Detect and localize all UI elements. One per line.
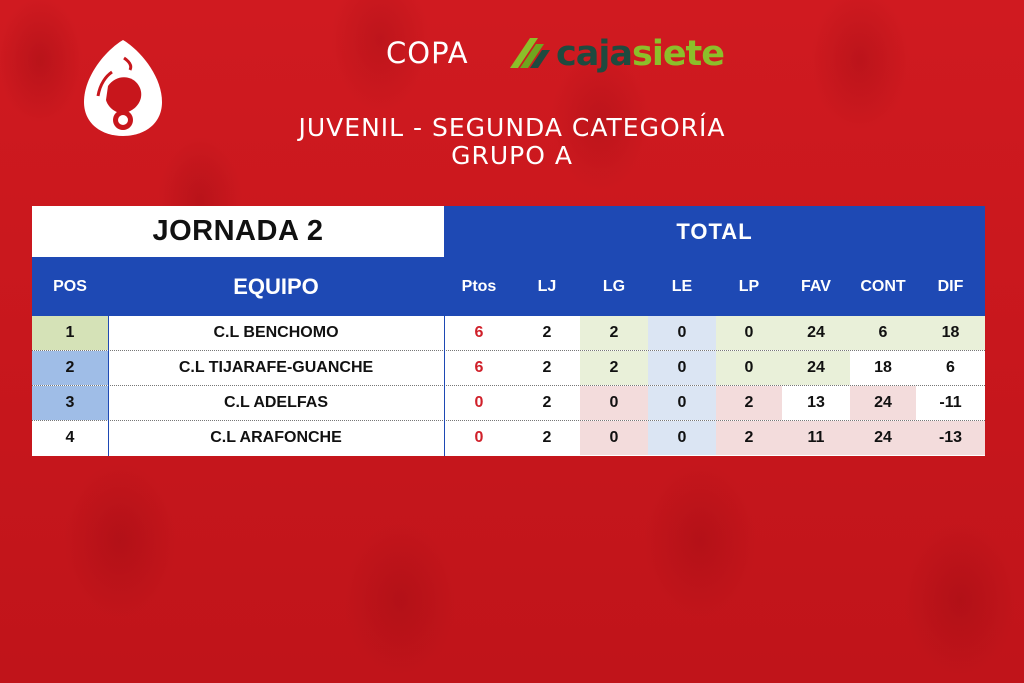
cell-le: 0	[648, 316, 716, 350]
cell-cont: 24	[850, 421, 916, 455]
cell-team: C.L ADELFAS	[108, 386, 444, 420]
cell-ptos: 6	[474, 324, 484, 341]
cell-team: C.L TIJARAFE-GUANCHE	[108, 351, 444, 385]
cell-lp: 0	[716, 351, 782, 385]
standings-table: JORNADA 2 TOTAL POS EQUIPO Ptos LJ LG LE…	[32, 206, 985, 456]
cell-lj: 2	[542, 394, 552, 411]
cell-cont: 6	[850, 316, 916, 350]
col-header-le: LE	[671, 277, 693, 295]
cell-lp: 2	[716, 386, 782, 420]
cell-ptos: 6	[474, 359, 484, 376]
table-row: 2 C.L TIJARAFE-GUANCHE 6 2 2 0 0 24 18 6	[32, 351, 985, 386]
cell-lj: 2	[542, 429, 552, 446]
cell-dif: 6	[916, 351, 985, 385]
sponsor-logo: cajasiete	[508, 32, 725, 76]
col-header-lj: LJ	[537, 277, 557, 295]
col-header-ptos: Ptos	[461, 277, 497, 295]
col-header-dif: DIF	[937, 277, 964, 295]
column-divider	[444, 316, 445, 456]
cell-le: 0	[648, 351, 716, 385]
col-header-cont: CONT	[860, 277, 906, 295]
cell-team: C.L ARAFONCHE	[108, 421, 444, 455]
table-row: 1 C.L BENCHOMO 6 2 2 0 0 24 6 18	[32, 316, 985, 351]
col-header-fav: FAV	[801, 277, 831, 295]
copa-label: COPA	[386, 36, 469, 70]
cell-ptos: 0	[474, 429, 484, 446]
cell-lg: 0	[580, 421, 648, 455]
cell-fav: 13	[782, 386, 850, 420]
category-title: JUVENIL - SEGUNDA CATEGORÍA	[298, 113, 726, 142]
cell-pos: 4	[32, 421, 108, 455]
col-header-equipo: EQUIPO	[233, 273, 319, 299]
col-header-lg: LG	[602, 277, 626, 295]
sponsor-name-part1: caja	[556, 34, 633, 74]
column-divider	[108, 316, 109, 456]
jornada-label: JORNADA 2	[32, 206, 444, 257]
table-row: 3 C.L ADELFAS 0 2 0 0 2 13 24 -11	[32, 386, 985, 421]
cell-pos: 3	[32, 386, 108, 420]
cell-team: C.L BENCHOMO	[108, 316, 444, 350]
cell-lg: 0	[580, 386, 648, 420]
cell-fav: 24	[782, 351, 850, 385]
cell-le: 0	[648, 386, 716, 420]
col-header-pos: POS	[53, 277, 87, 295]
table-row: 4 C.L ARAFONCHE 0 2 0 0 2 11 24 -13	[32, 421, 985, 455]
cell-le: 0	[648, 421, 716, 455]
cell-lp: 2	[716, 421, 782, 455]
group-title: GRUPO A	[451, 141, 573, 170]
sponsor-name-part2: siete	[631, 34, 725, 74]
cell-pos: 1	[32, 316, 108, 350]
total-label: TOTAL	[444, 206, 985, 257]
cell-lg: 2	[580, 316, 648, 350]
cell-cont: 24	[850, 386, 916, 420]
cell-dif: 18	[916, 316, 985, 350]
cell-dif: -13	[916, 421, 985, 455]
table-header: POS EQUIPO Ptos LJ LG LE LP FAV CONT DIF	[32, 257, 985, 316]
sponsor-mark-icon	[510, 38, 550, 68]
cell-lj: 2	[542, 324, 552, 341]
club-logo	[84, 40, 162, 136]
cell-ptos: 0	[474, 394, 484, 411]
cell-dif: -11	[916, 386, 985, 420]
cell-fav: 11	[782, 421, 850, 455]
cell-lg: 2	[580, 351, 648, 385]
cell-fav: 24	[782, 316, 850, 350]
cell-pos: 2	[32, 351, 108, 385]
col-header-lp: LP	[738, 277, 760, 295]
cell-cont: 18	[850, 351, 916, 385]
cell-lj: 2	[542, 359, 552, 376]
cell-lp: 0	[716, 316, 782, 350]
